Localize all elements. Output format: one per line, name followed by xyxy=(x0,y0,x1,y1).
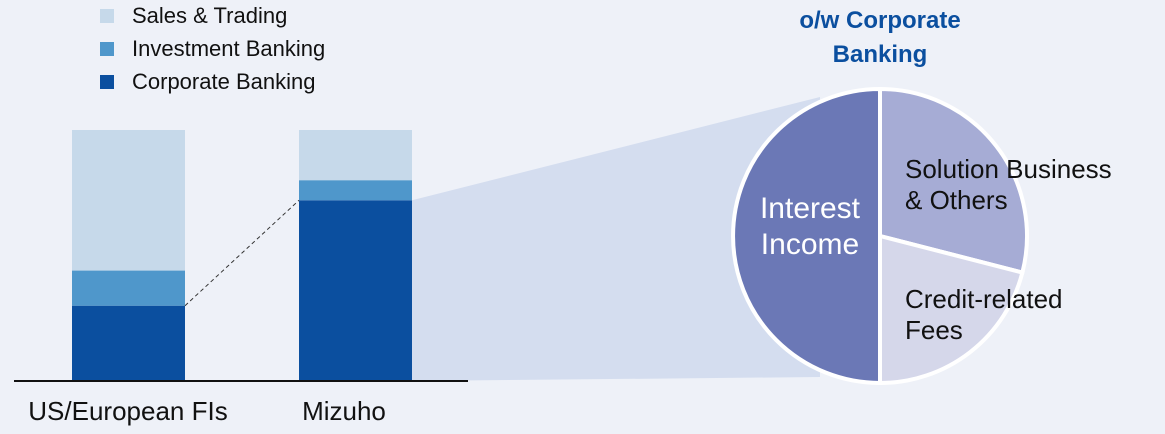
pie-slice-interest-income xyxy=(731,86,882,386)
x-tick-mizuho: Mizuho xyxy=(302,396,386,426)
legend-label-sales-trading: Sales & Trading xyxy=(132,3,287,28)
legend-label-investment-banking: Investment Banking xyxy=(132,36,325,61)
zoom-wedge xyxy=(412,97,820,381)
legend-swatch-investment-banking xyxy=(100,42,114,56)
pie-title: o/w Corporate Banking xyxy=(799,7,960,68)
bar-investment-banking-mizuho xyxy=(299,180,412,201)
x-tick-labels: US/European FIs Mizuho xyxy=(28,396,386,426)
pie-label-interest-income: Interest Income xyxy=(760,192,861,261)
pie-slice-labels: Solution Business & Others Credit-related F… xyxy=(760,154,1112,345)
bar-sales-trading-mizuho xyxy=(299,130,412,181)
bar-corporate-banking-mizuho xyxy=(299,200,412,381)
legend-swatch-corporate-banking xyxy=(100,75,114,89)
bar-sales-trading-us-european-fis xyxy=(72,130,185,271)
bar-investment-banking-us-european-fis xyxy=(72,270,185,306)
bar-corporate-banking-us-european-fis xyxy=(72,305,185,381)
pie-label-credit-related-fees: Credit-related Fees xyxy=(905,284,1063,345)
pie-chart xyxy=(731,86,1029,386)
legend: Sales & Trading Investment Banking Corpora… xyxy=(100,3,325,94)
x-tick-us-european-fis: US/European FIs xyxy=(28,396,227,426)
legend-swatch-sales-trading xyxy=(100,9,114,23)
dashed-connector xyxy=(184,199,300,307)
legend-label-corporate-banking: Corporate Banking xyxy=(132,69,315,94)
bar-chart xyxy=(72,130,412,381)
pie-label-solution-business-others: Solution Business & Others xyxy=(905,154,1112,215)
pie-slice-credit-related-fees xyxy=(878,233,1025,386)
pie-slice-solution-business-others xyxy=(878,86,1029,275)
